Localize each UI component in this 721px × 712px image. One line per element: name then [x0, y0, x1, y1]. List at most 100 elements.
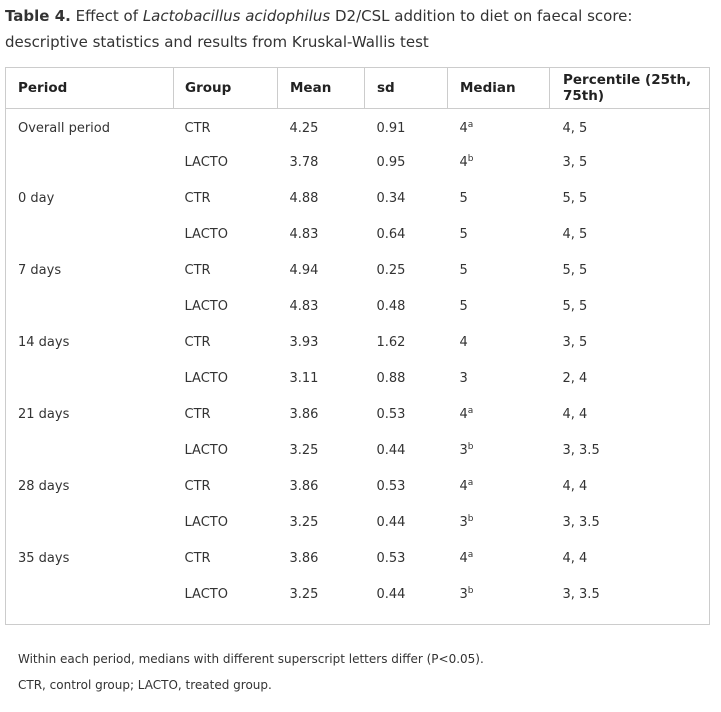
cell-percentile: 5, 5 [562, 190, 588, 206]
cell-median: 3b [448, 504, 550, 540]
caption-text-before: Effect of [75, 7, 139, 25]
cell-sd: 0.44 [376, 442, 406, 458]
cell-period [6, 432, 174, 468]
cell-percentile: 3, 5 [562, 154, 588, 170]
cell-median: 3b [448, 576, 550, 612]
caption-text-after: D2/CSL addition to diet on faecal score:… [5, 7, 633, 51]
median-value: 5 [459, 262, 468, 278]
median-superscript: b [467, 513, 474, 524]
header-group: Group [173, 68, 278, 109]
median-value: 5 [459, 226, 468, 242]
cell-percentile: 3, 3.5 [562, 514, 600, 530]
footnote-superscripts: Within each period, medians with differe… [18, 652, 484, 666]
cell-percentile: 4, 5 [562, 120, 588, 136]
cell-percentile: 3, 3.5 [562, 442, 600, 458]
footnote-abbreviations: CTR, control group; LACTO, treated group… [18, 678, 272, 692]
cell-mean: 3.25 [289, 586, 319, 602]
median-superscript: a [467, 549, 474, 560]
cell-sd: 0.53 [376, 406, 406, 422]
cell-group: LACTO [184, 442, 228, 458]
median-superscript: a [467, 119, 474, 130]
table-row: 35 days CTR 3.86 0.53 4a 4, 4 [6, 540, 709, 576]
cell-mean: 4.83 [289, 298, 319, 314]
median-value: 4 [459, 334, 468, 350]
median-value: 4 [459, 154, 468, 170]
cell-sd: 0.44 [376, 514, 406, 530]
cell-percentile: 4, 4 [562, 550, 588, 566]
cell-median: 4b [448, 144, 550, 180]
table-row: LACTO 3.11 0.88 3 2, 4 [6, 360, 709, 396]
median-superscript: b [467, 441, 474, 452]
cell-mean: 4.83 [289, 226, 319, 242]
table-label: Table 4. [5, 7, 71, 25]
median-value: 3 [459, 442, 468, 458]
cell-period: 0 day [18, 190, 55, 206]
cell-group: CTR [184, 406, 211, 422]
table-row: 14 days CTR 3.93 1.62 4 3, 5 [6, 324, 709, 360]
cell-median: 5 [448, 180, 550, 216]
header-percentile: Percentile (25th, 75th) [549, 68, 709, 109]
table-row: Overall period CTR 4.25 0.91 4a 4, 5 [6, 108, 709, 144]
cell-percentile: 4, 4 [562, 406, 588, 422]
cell-mean: 3.11 [289, 370, 319, 386]
table-row: 0 day CTR 4.88 0.34 5 5, 5 [6, 180, 709, 216]
cell-sd: 0.48 [376, 298, 406, 314]
cell-group: LACTO [184, 514, 228, 530]
cell-sd: 0.91 [376, 120, 406, 136]
cell-sd: 0.25 [376, 262, 406, 278]
table-footnotes: Within each period, medians with differe… [18, 652, 708, 704]
cell-mean: 3.93 [289, 334, 319, 350]
cell-group: CTR [184, 478, 211, 494]
cell-period [6, 360, 174, 396]
cell-period: 14 days [18, 334, 70, 350]
cell-sd: 0.88 [376, 370, 406, 386]
table-row: LACTO 3.25 0.44 3b 3, 3.5 [6, 504, 709, 540]
median-superscript: a [467, 477, 474, 488]
table-row: LACTO 3.25 0.44 3b 3, 3.5 [6, 432, 709, 468]
median-value: 3 [459, 586, 468, 602]
cell-mean: 3.25 [289, 442, 319, 458]
cell-sd: 0.53 [376, 550, 406, 566]
cell-group: LACTO [184, 154, 228, 170]
cell-median: 5 [448, 288, 550, 324]
median-superscript: a [467, 405, 474, 416]
median-superscript: b [467, 153, 474, 164]
table-row: 21 days CTR 3.86 0.53 4a 4, 4 [6, 396, 709, 432]
cell-median: 3 [448, 360, 550, 396]
cell-median: 4a [448, 468, 550, 504]
cell-sd: 0.34 [376, 190, 406, 206]
cell-group: CTR [184, 120, 211, 136]
cell-sd: 1.62 [376, 334, 406, 350]
table-row: LACTO 4.83 0.48 5 5, 5 [6, 288, 709, 324]
cell-median: 4a [448, 540, 550, 576]
cell-period: 28 days [18, 478, 70, 494]
table-row: 28 days CTR 3.86 0.53 4a 4, 4 [6, 468, 709, 504]
cell-percentile: 3, 3.5 [562, 586, 600, 602]
header-period: Period [6, 68, 174, 109]
cell-mean: 3.78 [289, 154, 319, 170]
cell-percentile: 4, 4 [562, 478, 588, 494]
table-body: Overall period CTR 4.25 0.91 4a 4, 5 LACTO 3.78… [6, 108, 709, 612]
header-sd: sd [364, 68, 448, 109]
cell-period [6, 576, 174, 612]
median-value: 5 [459, 190, 468, 206]
cell-period: 7 days [18, 262, 62, 278]
cell-group: CTR [184, 190, 211, 206]
cell-group: CTR [184, 334, 211, 350]
median-superscript: b [467, 585, 474, 596]
median-value: 4 [459, 406, 468, 422]
cell-period [6, 288, 174, 324]
cell-mean: 4.25 [289, 120, 319, 136]
cell-group: LACTO [184, 298, 228, 314]
header-median: Median [447, 68, 550, 109]
median-value: 4 [459, 478, 468, 494]
header-row: Period Group Mean sd Median Percentile (… [6, 68, 709, 109]
table-row: 7 days CTR 4.94 0.25 5 5, 5 [6, 252, 709, 288]
cell-median: 4a [448, 108, 550, 144]
cell-group: LACTO [184, 370, 228, 386]
cell-sd: 0.95 [376, 154, 406, 170]
data-table: Period Group Mean sd Median Percentile (… [6, 68, 709, 612]
cell-mean: 3.86 [289, 478, 319, 494]
table-row: LACTO 3.25 0.44 3b 3, 3.5 [6, 576, 709, 612]
cell-mean: 3.86 [289, 550, 319, 566]
